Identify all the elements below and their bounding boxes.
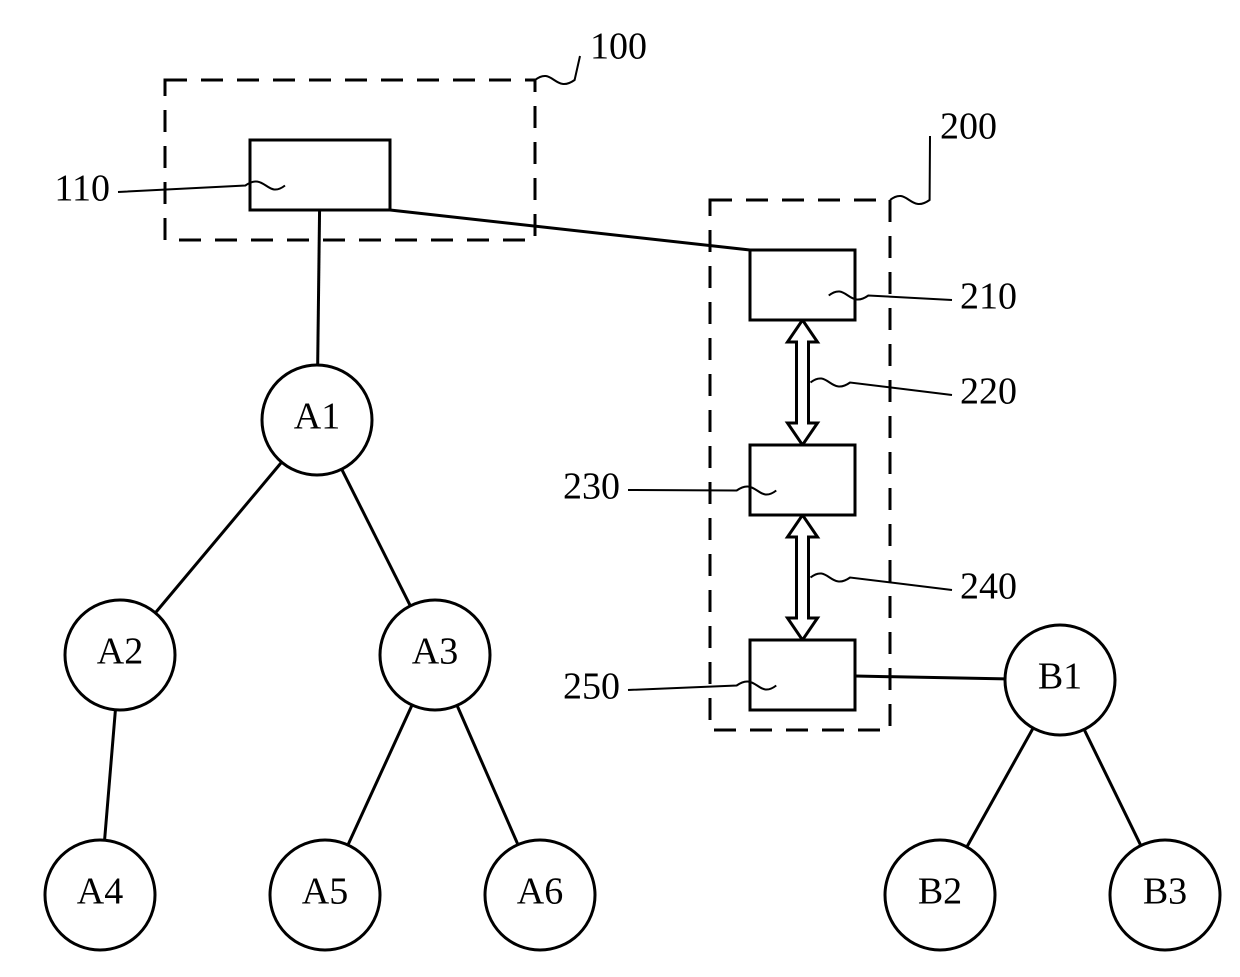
edge xyxy=(155,462,281,613)
ref-label-210: 210 xyxy=(960,276,1017,318)
rect-node-r210 xyxy=(750,250,855,320)
ref-label-200: 200 xyxy=(940,106,997,148)
labels-layer: A1 A2 A3 A4 A5 A6 B1 B2 B3 100 200 110 210 230 250 220 2… xyxy=(54,26,1187,913)
ref-label-110: 110 xyxy=(54,168,110,210)
double-arrow xyxy=(788,515,818,640)
circle-label-A2: A2 xyxy=(97,631,143,673)
edge xyxy=(318,210,320,365)
edge xyxy=(855,676,1005,679)
circle-label-A6: A6 xyxy=(517,871,563,913)
leader-line xyxy=(811,378,953,395)
edge xyxy=(342,469,411,606)
circle-label-A5: A5 xyxy=(302,871,348,913)
circle-label-A4: A4 xyxy=(77,871,123,913)
circle-label-A1: A1 xyxy=(294,396,340,438)
leader-line xyxy=(811,573,953,590)
ref-label-230: 230 xyxy=(563,466,620,508)
edge xyxy=(457,705,518,844)
leader-line xyxy=(890,136,930,204)
rect-node-r110 xyxy=(250,140,390,210)
rect-node-r230 xyxy=(750,445,855,515)
ref-label-220: 220 xyxy=(960,371,1017,413)
edge xyxy=(105,710,116,840)
ref-label-240: 240 xyxy=(960,566,1017,608)
double-arrow xyxy=(788,320,818,445)
diagram-canvas: A1 A2 A3 A4 A5 A6 B1 B2 B3 100 200 110 210 230 250 220 2… xyxy=(0,0,1240,977)
edge xyxy=(967,728,1033,847)
edge xyxy=(390,210,750,250)
leader-line xyxy=(535,56,580,84)
edge xyxy=(348,705,412,845)
circle-label-B1: B1 xyxy=(1038,656,1082,698)
ref-label-100: 100 xyxy=(590,26,647,68)
rect-node-r250 xyxy=(750,640,855,710)
edge xyxy=(1084,729,1141,845)
ref-label-250: 250 xyxy=(563,666,620,708)
circle-label-A3: A3 xyxy=(412,631,458,673)
circle-label-B2: B2 xyxy=(918,871,962,913)
circle-label-B3: B3 xyxy=(1143,871,1187,913)
